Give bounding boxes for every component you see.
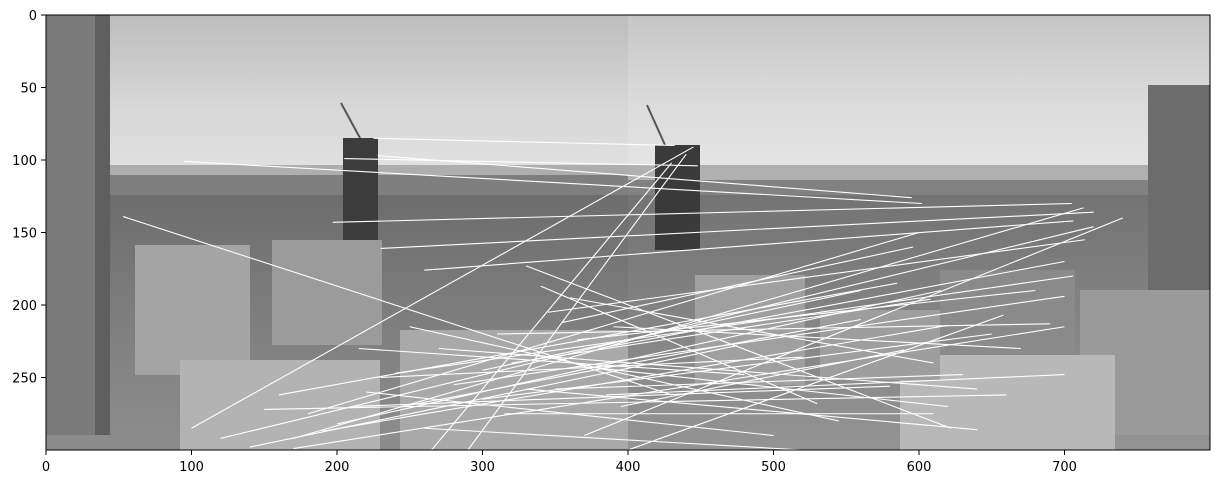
y-tick-label: 250 (12, 372, 37, 387)
match-line (336, 289, 941, 425)
left-building-a (135, 245, 250, 375)
match-line (249, 345, 738, 448)
x-tick-label: 100 (179, 460, 204, 475)
x-tick-label: 0 (42, 460, 50, 475)
skyline-strip (110, 165, 1150, 195)
match-line (293, 326, 1065, 450)
match-line (122, 216, 672, 396)
x-tick-label: 200 (325, 460, 350, 475)
y-tick-label: 200 (12, 299, 37, 314)
y-axis: 0 50 100 150 200 250 (12, 9, 46, 387)
match-line (525, 265, 952, 429)
match-line (344, 158, 698, 167)
x-tick-label: 500 (761, 460, 786, 475)
match-line (184, 160, 922, 205)
x-tick-label: 400 (616, 460, 641, 475)
x-tick-label: 600 (907, 460, 932, 475)
match-line (569, 297, 934, 364)
match-line (380, 211, 1094, 249)
match-line (584, 217, 1123, 437)
y-tick-label: 150 (12, 227, 37, 242)
right-tower (1148, 85, 1210, 295)
match-line (497, 323, 1050, 335)
match-line (409, 326, 840, 422)
left-sky (46, 15, 628, 175)
match-line (562, 246, 914, 323)
match-line (598, 260, 1065, 350)
match-line (547, 239, 1085, 313)
match-line (627, 314, 1004, 450)
match-lines (122, 137, 1123, 450)
match-line (540, 285, 818, 405)
match-line (377, 155, 912, 199)
match-line (264, 394, 1007, 410)
match-line (591, 366, 949, 408)
match-line (613, 326, 1021, 350)
match-line (431, 162, 673, 450)
x-axis: 0 100 200 300 400 500 600 700 (42, 450, 1077, 475)
match-line (424, 220, 1074, 271)
y-tick-label: 0 (29, 9, 37, 24)
photo-image (46, 15, 1210, 450)
match-line (191, 146, 694, 429)
match-line (307, 231, 920, 415)
y-tick-label: 100 (12, 154, 37, 169)
match-line (293, 207, 1084, 439)
right-sky (628, 15, 1210, 180)
match-line (555, 374, 963, 390)
match-line (373, 137, 675, 147)
left-crane (340, 102, 361, 139)
left-tower-shadow (95, 15, 110, 435)
match-line (606, 374, 1065, 396)
left-building-c (180, 360, 380, 450)
match-line (526, 388, 978, 431)
match-line (453, 295, 1065, 386)
match-line (395, 275, 1074, 374)
y-tick-label: 50 (20, 82, 37, 97)
match-line (278, 282, 898, 396)
match-line (332, 202, 1072, 223)
match-line (358, 347, 745, 376)
x-tick-label: 300 (470, 460, 495, 475)
x-tick-label: 700 (1052, 460, 1077, 475)
right-crane (646, 104, 666, 146)
left-building-b (272, 240, 382, 345)
match-line (322, 324, 949, 432)
match-line (424, 427, 803, 450)
right-building-e (820, 310, 940, 380)
left-crane-building (343, 138, 378, 243)
match-line (577, 289, 1036, 341)
